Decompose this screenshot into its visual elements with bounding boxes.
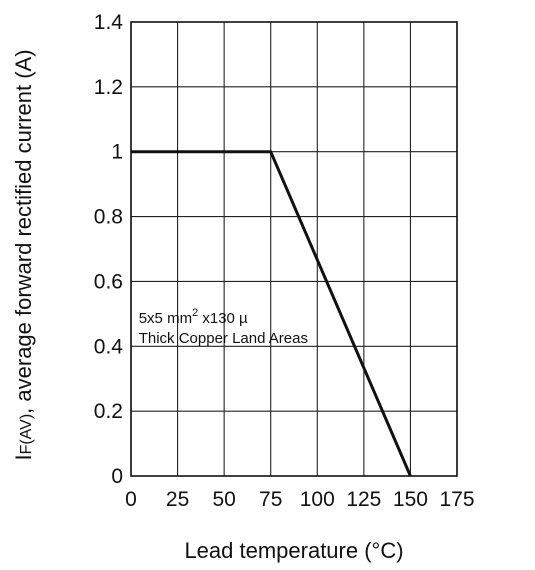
y-axis-label-subscript: F(AV) <box>18 414 35 455</box>
plot-frame <box>130 21 458 477</box>
y-axis-label-main: I <box>11 454 36 460</box>
y-tick-label: 1 <box>111 141 123 164</box>
x-tick-labels: 0 25 50 75 100 125 150 175 <box>125 488 474 511</box>
annotation-line-1-sup: 2 <box>192 307 198 319</box>
x-tick-label: 50 <box>212 488 235 511</box>
x-tick-label: 100 <box>300 488 335 511</box>
x-tick-label: 75 <box>259 488 282 511</box>
y-tick-label: 0 <box>111 465 123 488</box>
y-tick-label: 0.8 <box>94 206 123 229</box>
annotation-line-2: Thick Copper Land Areas <box>139 330 308 347</box>
y-tick-label: 0.4 <box>94 335 124 358</box>
y-tick-label: 1.4 <box>94 11 124 34</box>
y-tick-label: 0.2 <box>94 400 123 423</box>
series-line <box>131 150 412 477</box>
x-tick-label: 175 <box>439 488 474 511</box>
x-tick-label: 0 <box>125 488 137 511</box>
x-tick-label: 25 <box>166 488 189 511</box>
y-axis-label: IF(AV), average forward rectified curren… <box>11 49 36 460</box>
x-tick-label: 125 <box>346 488 381 511</box>
y-tick-label: 1.2 <box>94 76 123 99</box>
annotation-line-1-rest: x130 µ <box>198 310 248 327</box>
y-axis-label-rest: , average forward rectified current (A) <box>11 49 36 413</box>
grid-lines <box>130 21 458 477</box>
annotation-line-1: 5x5 mm2 x130 µ <box>139 307 248 327</box>
y-tick-label: 0.6 <box>94 270 123 293</box>
annotation-line-1-main: 5x5 mm <box>139 310 192 327</box>
x-tick-label: 150 <box>393 488 428 511</box>
x-axis-label: Lead temperature (°C) <box>184 538 403 563</box>
chart-annotation: 5x5 mm2 x130 µ Thick Copper Land Areas <box>139 307 308 347</box>
y-tick-labels: 0 0.2 0.4 0.6 0.8 1 1.2 1.4 <box>94 11 124 488</box>
